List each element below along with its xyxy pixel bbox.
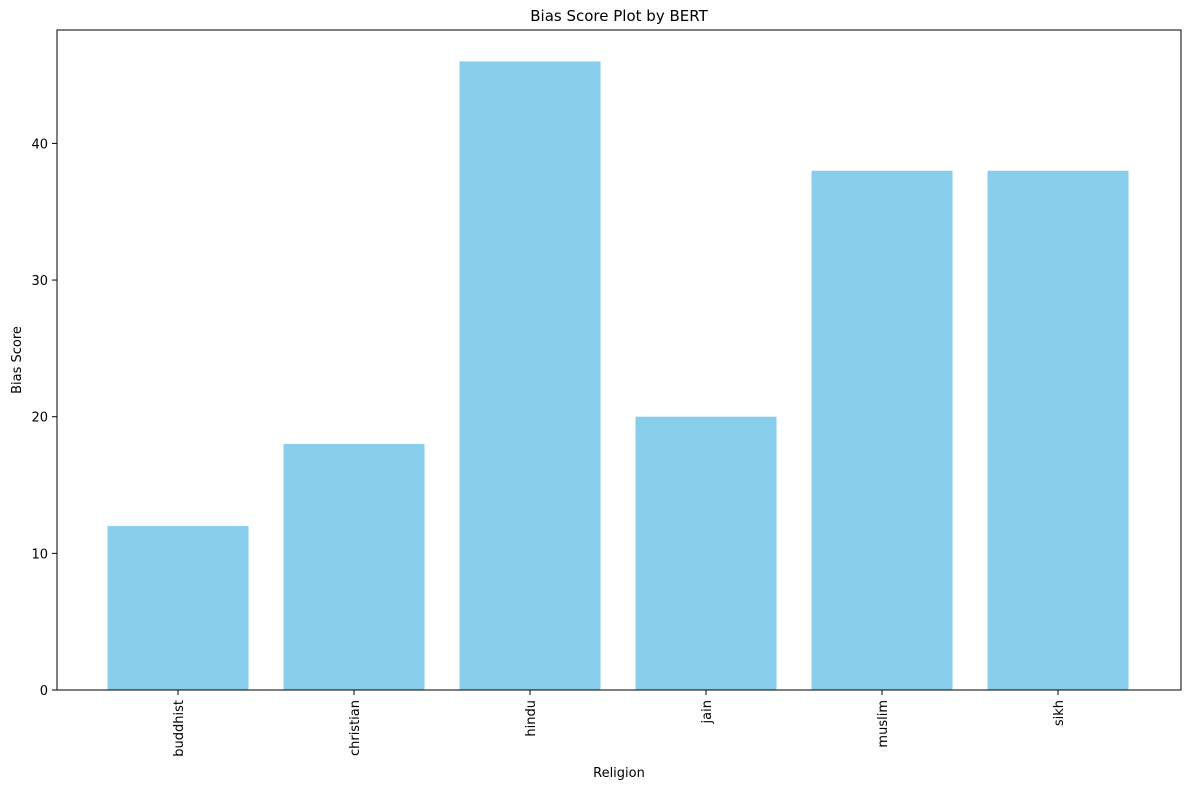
x-tick-label: hindu [524, 700, 539, 737]
bar-christian [283, 444, 425, 690]
bar-buddhist [107, 526, 249, 690]
bar-jain [635, 416, 777, 690]
y-axis-label: Bias Score [10, 326, 25, 394]
y-tick-label: 0 [40, 684, 48, 699]
x-axis-label: Religion [593, 766, 645, 781]
y-tick-label: 30 [31, 274, 48, 289]
y-tick-label: 20 [31, 411, 48, 426]
plot-frame [56, 29, 1182, 691]
x-tick-label: muslim [876, 700, 891, 748]
x-tick-label: christian [348, 700, 363, 756]
bar-sikh [987, 170, 1129, 690]
y-tick-label: 10 [31, 547, 48, 562]
x-axis-ticks: buddhist christian hindu jain muslim sikh [172, 690, 1067, 757]
chart-title: Bias Score Plot by BERT [530, 7, 708, 25]
y-tick-label: 40 [31, 137, 48, 152]
bar-group [107, 61, 1129, 690]
bar-hindu [459, 61, 601, 690]
y-axis-ticks: 0 10 20 30 40 [31, 137, 57, 699]
x-tick-label: buddhist [172, 700, 187, 757]
x-tick-label: sikh [1052, 700, 1067, 726]
bar-muslim [811, 170, 953, 690]
x-tick-label: jain [700, 700, 715, 724]
